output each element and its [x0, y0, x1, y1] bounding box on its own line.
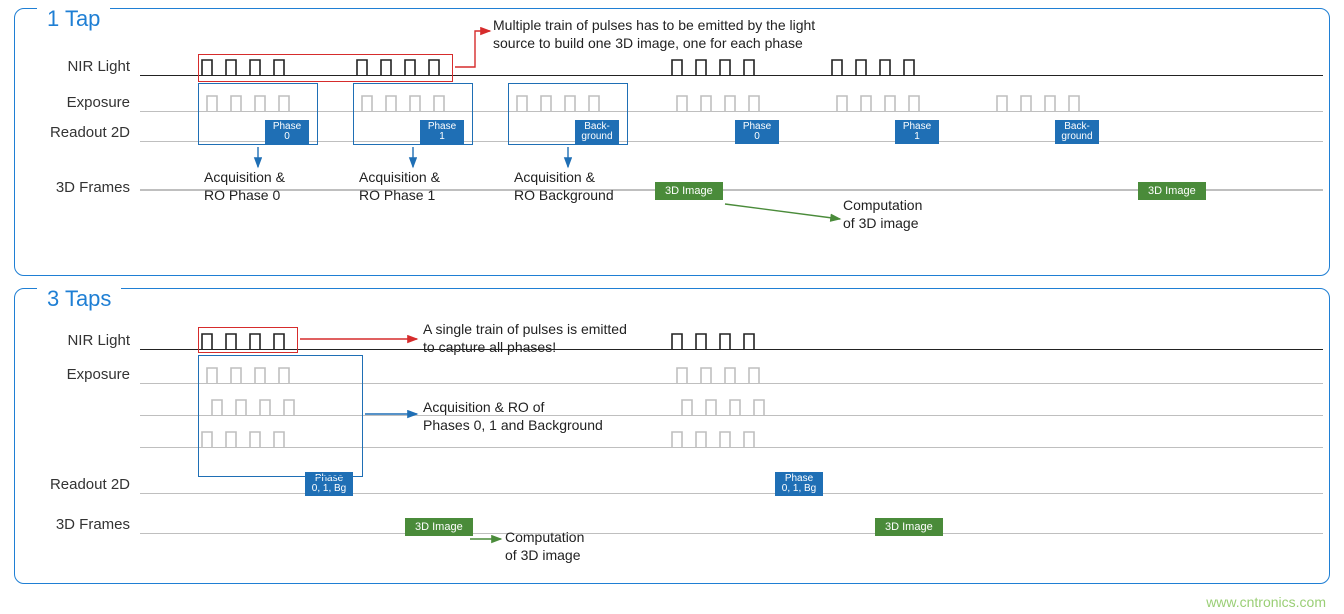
pulse-group [205, 366, 300, 384]
annot-compute-1: Computation of 3D image [843, 197, 922, 232]
label-nir-2: NIR Light [15, 332, 140, 349]
bluebox-bg-label: Acquisition & RO Background [514, 169, 614, 204]
pulse-group [515, 94, 610, 112]
track-exposure-2b [140, 391, 1329, 421]
phase-tag: Phase 0, 1, Bg [775, 472, 823, 496]
pulse-group [830, 58, 925, 76]
label-frames-2: 3D Frames [15, 516, 140, 533]
panel-3-taps: 3 Taps A single train of pulses is emitt… [14, 288, 1330, 584]
row-exposure-1: Exposure [15, 87, 1329, 117]
track-readout-2: Phase 0, 1, Bg Phase 0, 1, Bg [140, 469, 1329, 499]
panel-1-tap: 1 Tap Multiple train of pulses has to be… [14, 8, 1330, 276]
track-frames-2: 3D Image 3D Image [140, 509, 1329, 539]
panel1-title: 1 Tap [37, 6, 110, 32]
pulse-group [675, 366, 770, 384]
pulse-group [670, 430, 765, 448]
phase-tag: Phase 0 [265, 120, 309, 144]
pulse-group [680, 398, 775, 416]
label-readout-2: Readout 2D [15, 476, 140, 493]
pulse-group [210, 398, 305, 416]
bluebox-phase0-label: Acquisition & RO Phase 0 [204, 169, 285, 204]
row-nir-1: NIR Light [15, 51, 1329, 81]
track-exposure-2c [140, 423, 1329, 453]
label-exposure-1: Exposure [15, 94, 140, 111]
phase-tag: Phase 0 [735, 120, 779, 144]
phase-tag: Phase 0, 1, Bg [305, 472, 353, 496]
label-nir-1: NIR Light [15, 58, 140, 75]
image-tag: 3D Image [655, 182, 723, 200]
image-tag: 3D Image [1138, 182, 1206, 200]
track-nir-2 [140, 325, 1329, 355]
annot-multiple-pulses: Multiple train of pulses has to be emitt… [493, 17, 815, 52]
pulse-group [200, 58, 295, 76]
baseline-frames-2 [140, 533, 1323, 535]
label-frames-1: 3D Frames [15, 179, 140, 196]
row-readout-2: Readout 2D Phase 0, 1, Bg Phase 0, 1, Bg [15, 469, 1329, 499]
row-frames-2: 3D Frames 3D Image 3D Image [15, 509, 1329, 539]
pulse-group [200, 332, 295, 350]
track-frames-1: 3D Image 3D Image [140, 179, 1329, 227]
row-exposure-2c [15, 423, 1329, 453]
annot-compute-2: Computation of 3D image [505, 529, 584, 564]
pulse-group [670, 332, 765, 350]
label-exposure-2: Exposure [15, 366, 140, 383]
track-exposure-1 [140, 87, 1329, 117]
phase-tag: Phase 1 [895, 120, 939, 144]
pulse-group [835, 94, 930, 112]
baseline-readout-1 [140, 141, 1323, 143]
pulse-group [205, 94, 300, 112]
pulse-group [675, 94, 770, 112]
annot-acq-2: Acquisition & RO of Phases 0, 1 and Back… [423, 399, 603, 434]
image-tag: 3D Image [875, 518, 943, 536]
phase-tag: Back- ground [575, 120, 619, 144]
bluebox-phase1-label: Acquisition & RO Phase 1 [359, 169, 440, 204]
row-readout-1: Readout 2D Phase 0Phase 1Back- groundPha… [15, 117, 1329, 147]
phase-tag: Back- ground [1055, 120, 1099, 144]
row-exposure-2a: Exposure [15, 359, 1329, 389]
image-tag: 3D Image [405, 518, 473, 536]
pulse-group [200, 430, 295, 448]
phase-tag: Phase 1 [420, 120, 464, 144]
track-exposure-2a [140, 359, 1329, 389]
pulse-group [670, 58, 765, 76]
pulse-group [995, 94, 1090, 112]
row-nir-2: NIR Light [15, 325, 1329, 355]
pulse-group [355, 58, 450, 76]
track-nir-1 [140, 51, 1329, 81]
pulse-group [360, 94, 455, 112]
panel2-title: 3 Taps [37, 286, 121, 312]
track-readout-1: Phase 0 Phase 1 Back- ground Phase 0 Phase 1… [140, 117, 1329, 147]
row-exposure-2b [15, 391, 1329, 421]
watermark: www.cntronics.com [1206, 594, 1326, 610]
label-readout-1: Readout 2D [15, 124, 140, 141]
